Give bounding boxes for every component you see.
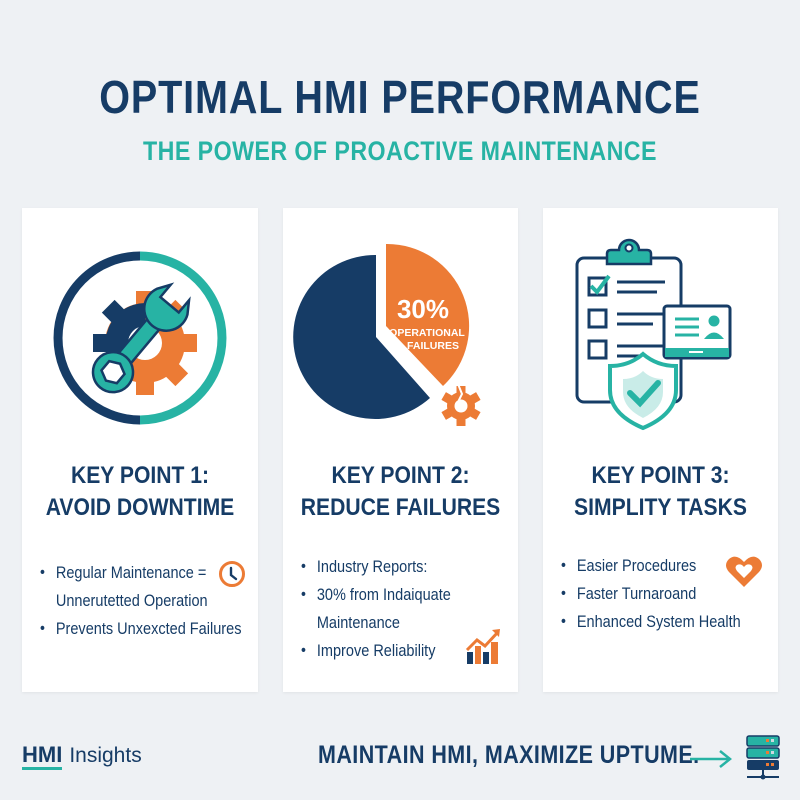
heart-icon — [726, 556, 762, 587]
bullet-list: Easier Procedures Faster Turnaroand Enha… — [561, 552, 768, 636]
key-point-card-3: KEY POINT 3: SIMPLITY TASKS Easier Proce… — [543, 208, 778, 692]
svg-text:FAILURES: FAILURES — [407, 340, 459, 352]
gear-wrench-icon — [22, 238, 258, 438]
page-title: OPTIMAL HMI PERFORMANCE — [99, 71, 701, 123]
logo-insights: Insights — [69, 744, 142, 767]
pie-chart-icon: 30% OPERATIONAL FAILURES — [283, 238, 518, 438]
list-item: Regular Maintenance = — [40, 559, 223, 587]
bullet-list: Industry Reports: 30% from Indaiquate Ma… — [301, 553, 508, 665]
list-item: Faster Turnaroand — [561, 580, 743, 608]
server-icon — [746, 735, 780, 780]
key-point-card-2: 30% OPERATIONAL FAILURES KEY POINT 2: RE… — [283, 208, 518, 692]
key-point-heading: KEY POINT 3: SIMPLITY TASKS — [574, 462, 747, 521]
brand-logo: HMI Insights — [22, 744, 142, 770]
list-item: Easier Procedures — [561, 552, 743, 580]
key-point-card-1: KEY POINT 1: AVOID DOWNTIME Regular Main… — [22, 208, 258, 692]
footer-tagline: MAINTAIN HMI, MAXIMIZE UPTUME. — [318, 741, 700, 769]
pie-value: 30% — [397, 294, 449, 324]
rising-bar-chart-icon — [465, 629, 500, 664]
broken-gear-icon — [441, 383, 481, 426]
list-item: Maintenance — [316, 614, 400, 632]
list-item: Prevents Unxexcted Failures — [40, 615, 241, 643]
list-item: Improve Reliability — [301, 637, 483, 665]
arrow-right-icon — [690, 750, 733, 768]
list-item: Industry Reports: — [301, 553, 483, 581]
key-point-heading: KEY POINT 2: REDUCE FAILURES — [300, 462, 501, 521]
page-subtitle: THE POWER OF PROACTIVE MAINTENANCE — [143, 136, 657, 166]
logo-hmi: HMI — [22, 744, 63, 770]
key-point-heading: KEY POINT 1: AVOID DOWNTIME — [45, 462, 235, 521]
list-item: Enhanced System Health — [561, 608, 743, 636]
svg-text:OPERATIONAL: OPERATIONAL — [389, 327, 465, 339]
bullet-list: Regular Maintenance = Unnerutetted Opera… — [40, 559, 248, 643]
clock-icon — [219, 561, 245, 587]
list-item: Unnerutetted Operation — [55, 592, 208, 610]
list-item: 30% from Indaiquate — [301, 581, 483, 609]
clipboard-checklist-icon — [543, 238, 778, 438]
